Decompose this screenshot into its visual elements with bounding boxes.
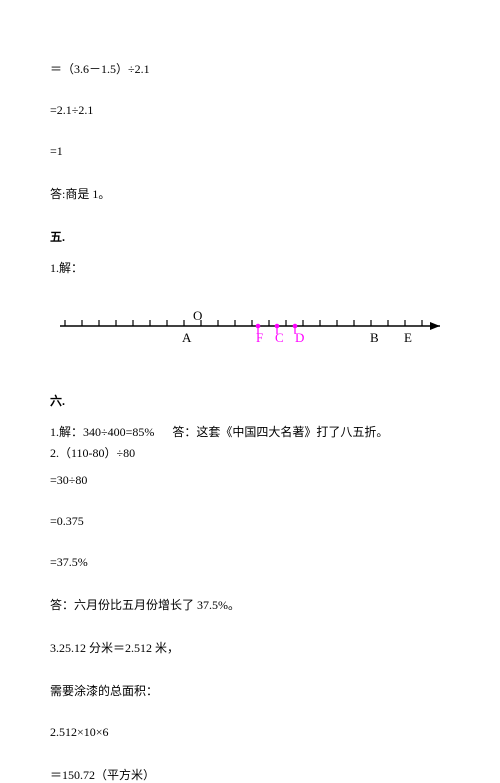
number-line-svg: OA FCD B E: [50, 302, 450, 362]
section-6-title: 六.: [50, 392, 450, 409]
section-6-eq-2: =0.375: [50, 514, 450, 529]
section-6-eq-1: =30÷80: [50, 473, 450, 488]
answer-line-1: 答:商是 1。: [50, 185, 450, 202]
svg-text:C: C: [275, 330, 284, 345]
svg-text:B: B: [370, 330, 379, 345]
section-6-line-3: 3.25.12 分米＝2.512 米，: [50, 639, 450, 656]
section-6-line-1: 1.解：340÷400=85% 答：这套《中国四大名著》打了八五折。: [50, 423, 450, 440]
svg-text:F: F: [256, 330, 263, 345]
equation-line-2: =2.1÷2.1: [50, 103, 450, 118]
equation-line-1: ＝（3.6－1.5）÷2.1: [50, 60, 450, 77]
svg-text:D: D: [295, 330, 304, 345]
section-5-item-1: 1.解：: [50, 259, 450, 276]
section-5-title: 五.: [50, 228, 450, 245]
section-6-answer-2: 答：六月份比五月份增长了 37.5%。: [50, 596, 450, 613]
number-line-diagram: OA FCD B E: [50, 302, 450, 362]
section-6-line-1b: 答：这套《中国四大名著》打了八五折。: [172, 425, 388, 439]
section-6-text-1: 需要涂漆的总面积：: [50, 682, 450, 699]
section-6-line-1a: 1.解：340÷400=85%: [50, 425, 154, 439]
section-6-eq-5: ＝150.72（平方米）: [50, 766, 450, 783]
svg-text:E: E: [404, 330, 412, 345]
section-6-eq-4: 2.512×10×6: [50, 725, 450, 740]
svg-text:A: A: [182, 330, 192, 345]
section-6-line-2: 2.（110-80）÷80: [50, 444, 450, 461]
equation-line-3: =1: [50, 144, 450, 159]
section-6-eq-3: =37.5%: [50, 555, 450, 570]
svg-text:O: O: [193, 308, 202, 323]
